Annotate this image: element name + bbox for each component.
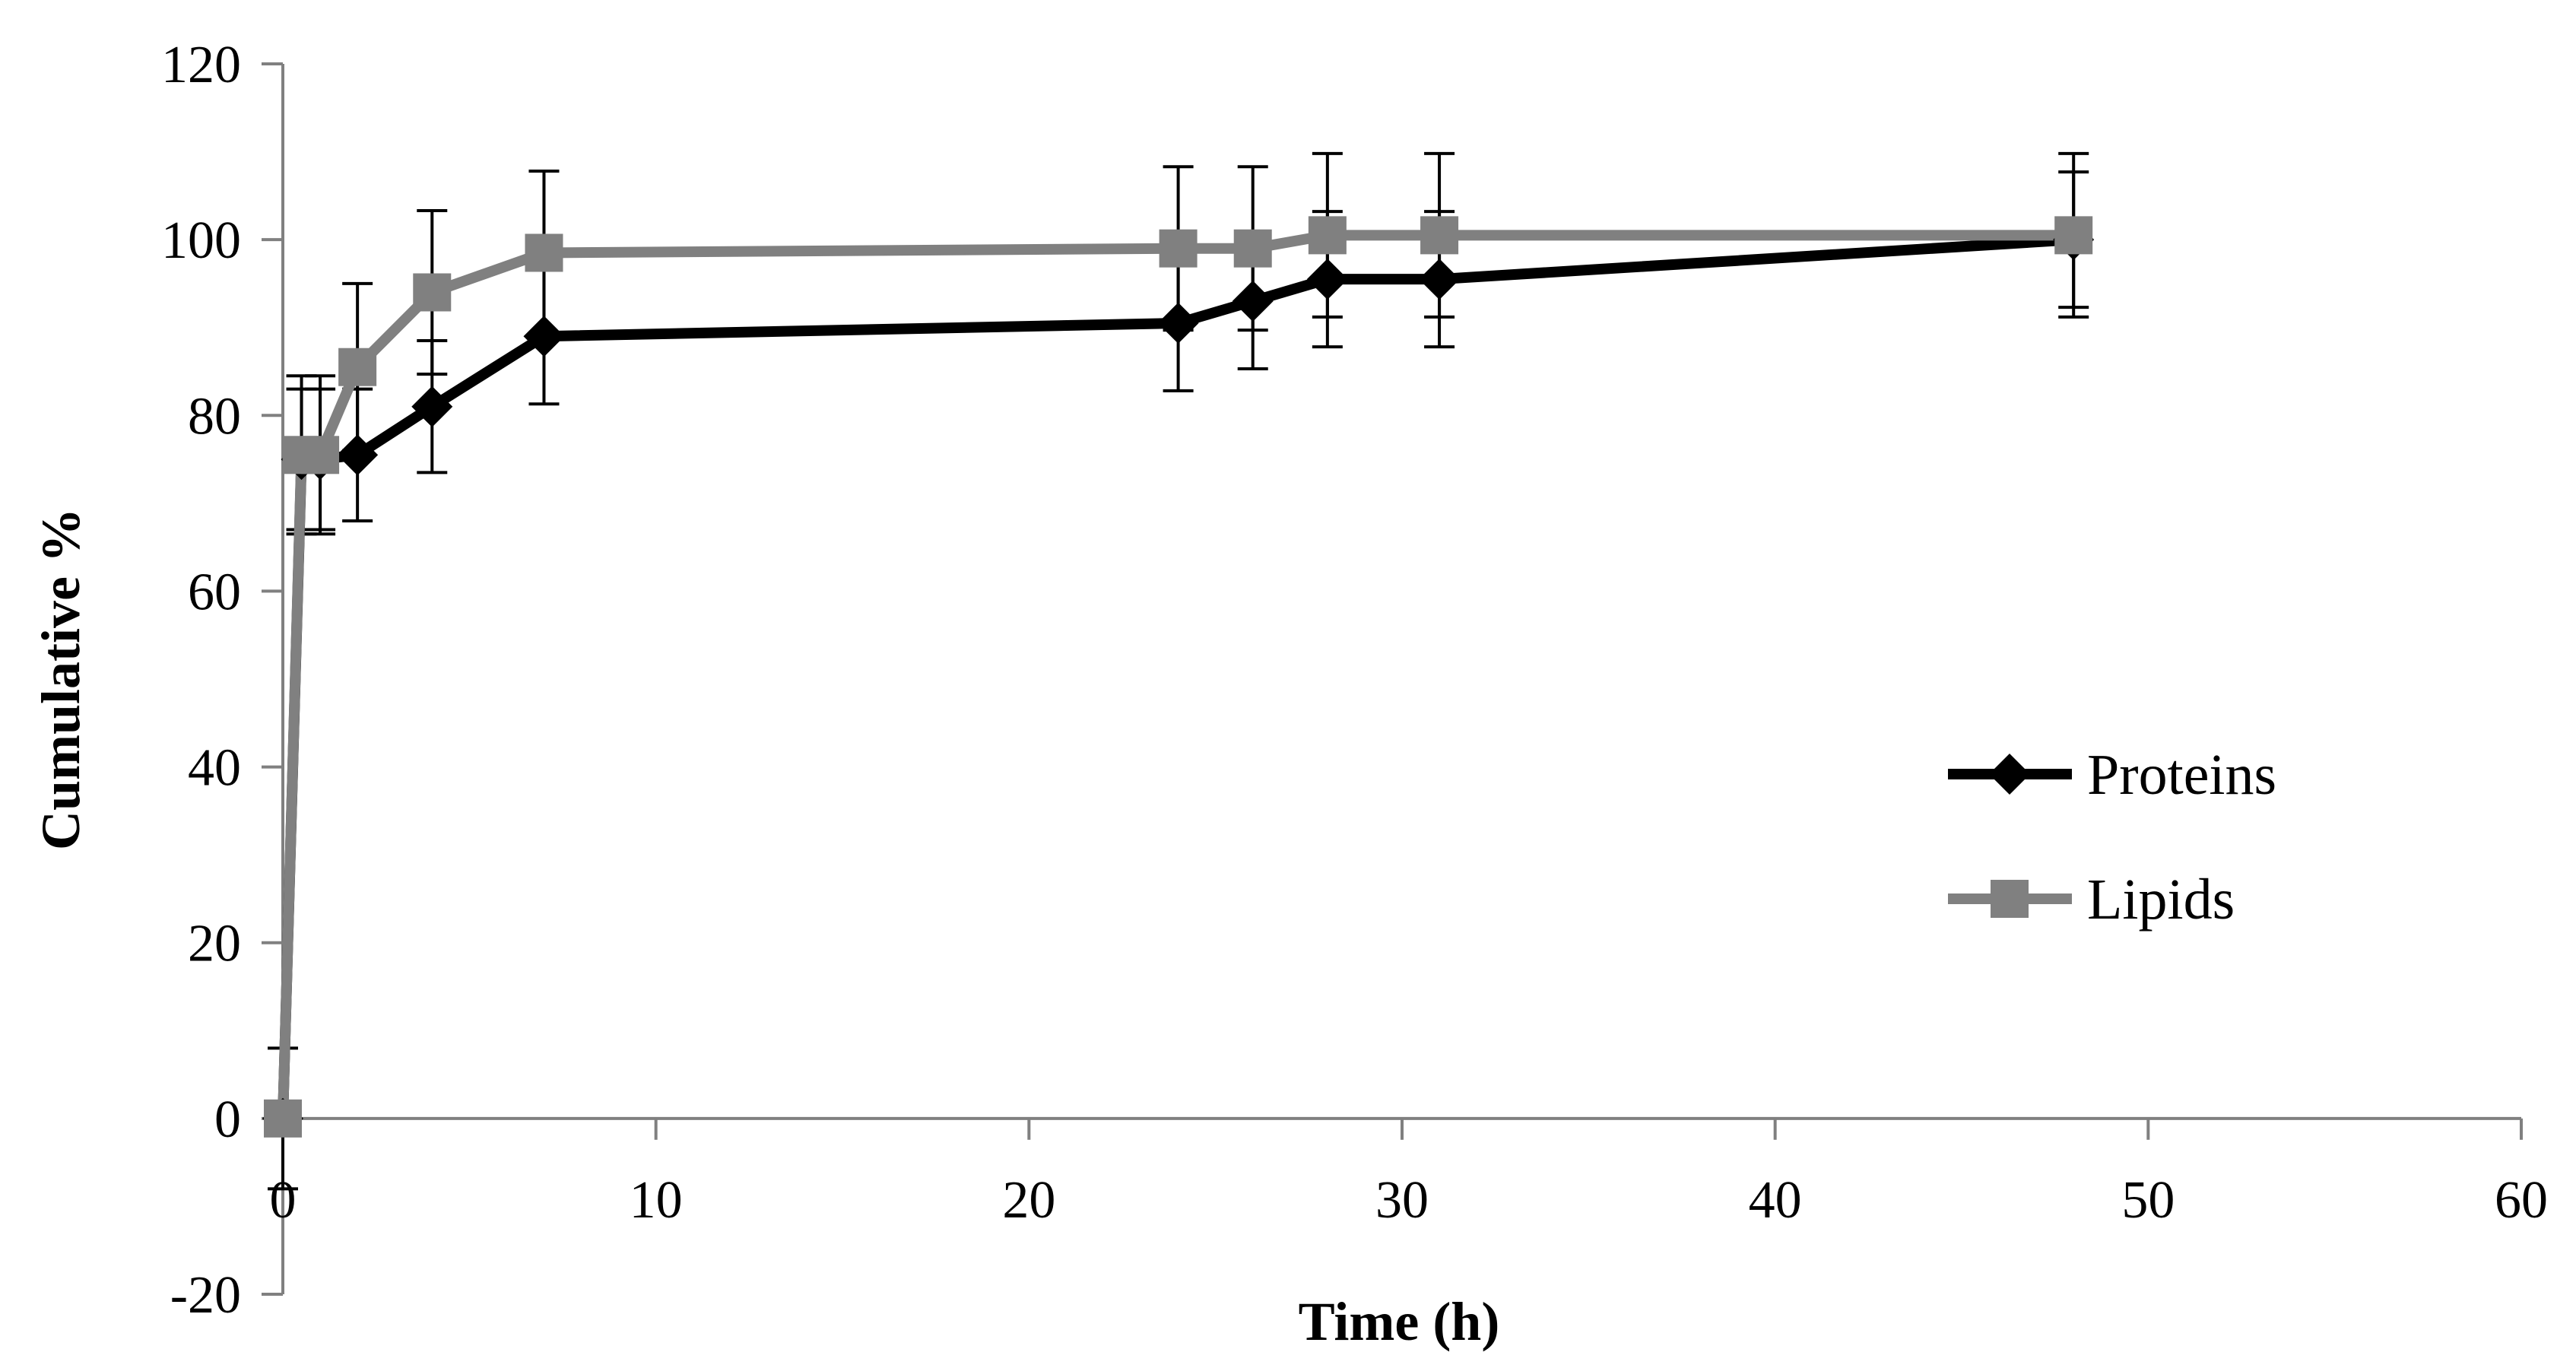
y-tick-label: -20 <box>170 1266 241 1325</box>
data-point-lipids <box>2054 216 2093 255</box>
data-point-proteins <box>411 386 453 427</box>
data-point-lipids <box>413 273 452 312</box>
y-tick-label: 120 <box>161 36 241 94</box>
data-point-lipids <box>1420 216 1459 255</box>
y-tick-label: 60 <box>188 563 241 621</box>
x-tick-label: 10 <box>630 1171 683 1230</box>
data-point-proteins <box>337 434 379 476</box>
legend-label-proteins: Proteins <box>2087 743 2276 807</box>
x-tick-label: 50 <box>2121 1171 2175 1230</box>
data-point-proteins <box>1419 259 1461 300</box>
x-axis-title: Time (h) <box>1299 1291 1500 1352</box>
y-axis-title: Cumulative % <box>30 508 91 850</box>
data-point-lipids <box>525 233 563 272</box>
legend-marker-lipids <box>1991 880 2029 918</box>
x-tick-label: 60 <box>2495 1171 2548 1230</box>
x-tick-label: 40 <box>1749 1171 1802 1230</box>
y-tick-label: 80 <box>188 387 241 446</box>
data-point-lipids <box>1233 229 1272 268</box>
x-tick-label: 20 <box>1002 1171 1055 1230</box>
x-tick-label: 30 <box>1375 1171 1429 1230</box>
data-point-lipids <box>338 348 377 386</box>
data-point-lipids <box>264 1099 302 1138</box>
y-tick-label: 0 <box>214 1090 241 1149</box>
data-point-proteins <box>523 316 565 357</box>
legend-marker-proteins <box>1989 754 2030 795</box>
y-tick-label: 40 <box>188 739 241 798</box>
y-tick-label: 100 <box>161 211 241 270</box>
data-point-lipids <box>1308 216 1347 255</box>
data-point-proteins <box>1157 302 1199 344</box>
data-point-lipids <box>301 436 340 475</box>
data-point-proteins <box>1232 281 1274 322</box>
series-markers <box>262 216 2095 1139</box>
legend-label-lipids: Lipids <box>2087 868 2235 932</box>
data-point-proteins <box>1306 259 1348 300</box>
y-tick-label: 20 <box>188 915 241 973</box>
data-point-lipids <box>1159 229 1198 268</box>
legend: Proteins Lipids <box>1948 743 2276 932</box>
